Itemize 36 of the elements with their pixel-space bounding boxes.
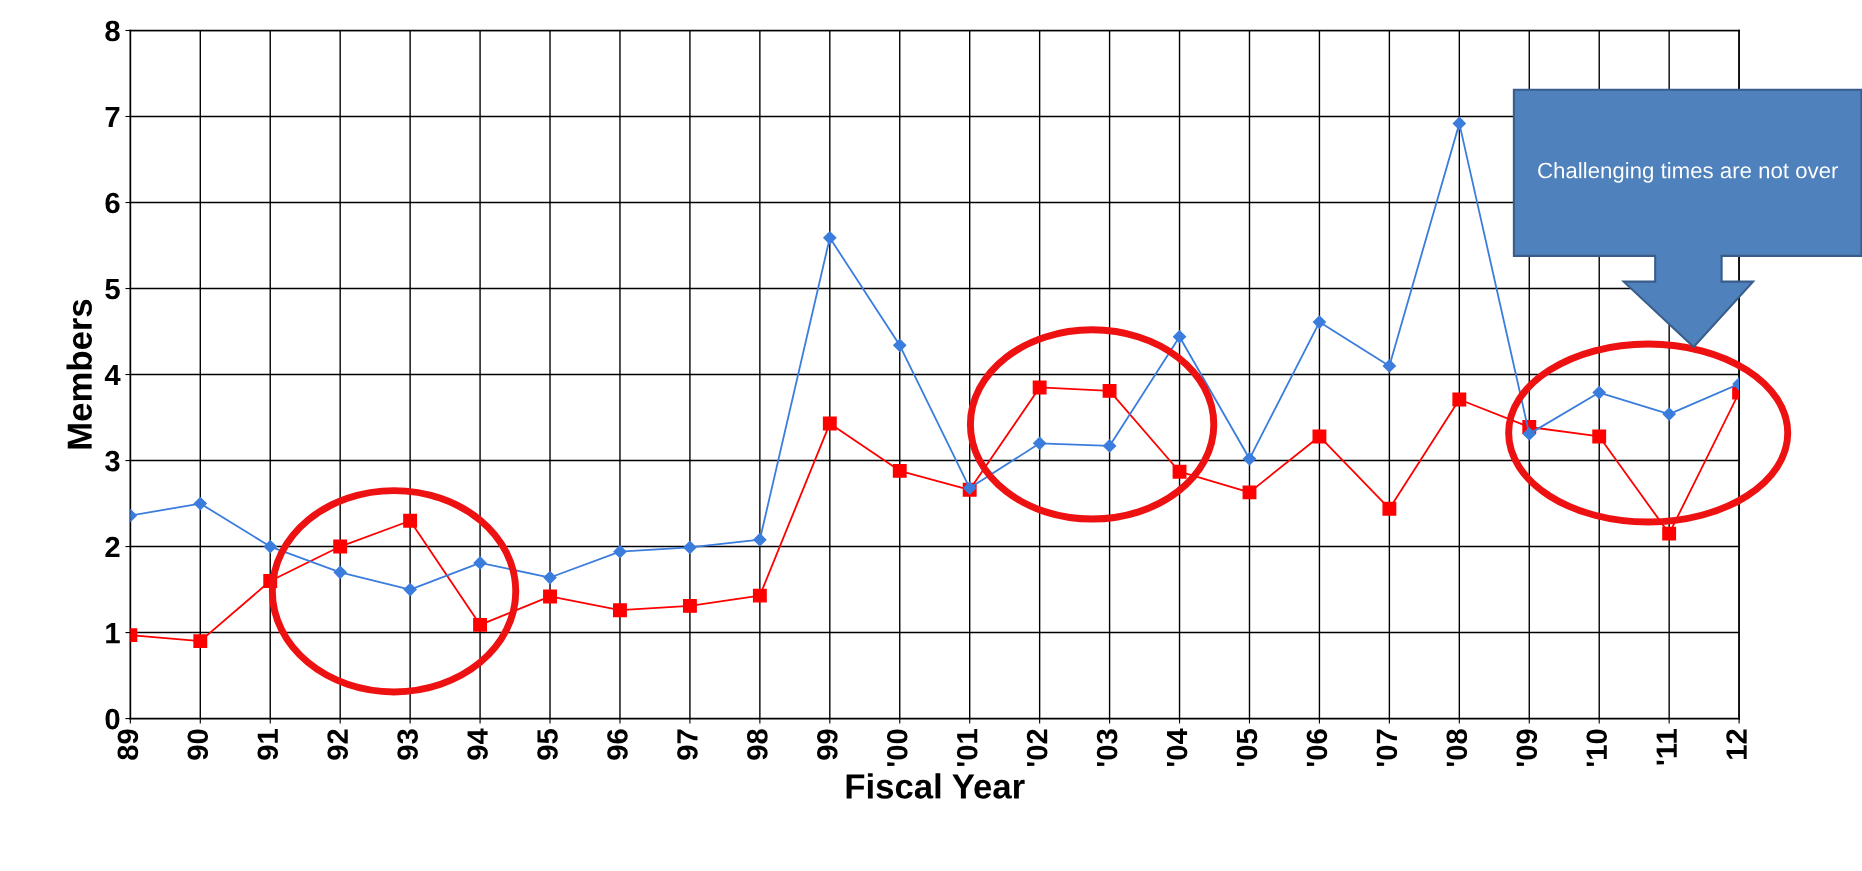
x-tick-label: 93: [397, 729, 418, 760]
x-tick-label: '10: [1586, 729, 1608, 767]
y-tick-label: 8: [105, 20, 120, 42]
x-tick-label: '02: [1026, 729, 1048, 767]
x-tick-label: '07: [1376, 729, 1398, 767]
x-tick-label: '00: [886, 729, 908, 767]
y-axis-title: Members: [66, 299, 92, 449]
y-tick-label: 7: [105, 107, 120, 128]
x-tick-label: 94: [467, 728, 488, 760]
x-tick-label: '08: [1446, 729, 1468, 767]
x-tick-label: 91: [257, 729, 279, 760]
x-tick-label: 90: [187, 729, 209, 760]
x-tick-label: 95: [537, 729, 558, 760]
y-tick-label: 4: [104, 365, 121, 386]
x-axis-title: Fiscal Year: [846, 773, 1025, 799]
y-tick-label: 6: [105, 192, 120, 214]
x-tick-label: '09: [1516, 729, 1538, 767]
x-tick-label: 89: [117, 729, 139, 760]
x-tick-label: '03: [1096, 729, 1118, 767]
x-tick-label: 12: [1726, 729, 1747, 759]
x-tick-label: 96: [607, 729, 628, 760]
annotation: Challenging times are not over: [1538, 162, 1839, 183]
x-tick-label: '05: [1236, 729, 1258, 767]
x-tick-label: '04: [1166, 728, 1188, 767]
y-tick-label: 2: [105, 536, 120, 558]
x-tick-label: '11: [1656, 729, 1677, 765]
x-tick-label: 92: [327, 729, 349, 760]
x-tick-label: 98: [747, 729, 768, 760]
y-tick-label: 0: [105, 708, 120, 730]
y-tick-label: 1: [106, 623, 120, 644]
x-tick-label: 99: [816, 729, 838, 760]
y-tick-label: 5: [105, 279, 120, 300]
x-tick-label: 97: [677, 729, 698, 760]
x-tick-label: '06: [1306, 729, 1328, 767]
y-tick-label: 3: [105, 450, 120, 472]
x-tick-label: '01: [956, 729, 978, 767]
